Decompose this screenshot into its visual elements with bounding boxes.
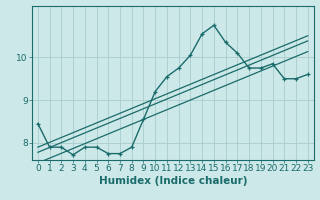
X-axis label: Humidex (Indice chaleur): Humidex (Indice chaleur) <box>99 176 247 186</box>
